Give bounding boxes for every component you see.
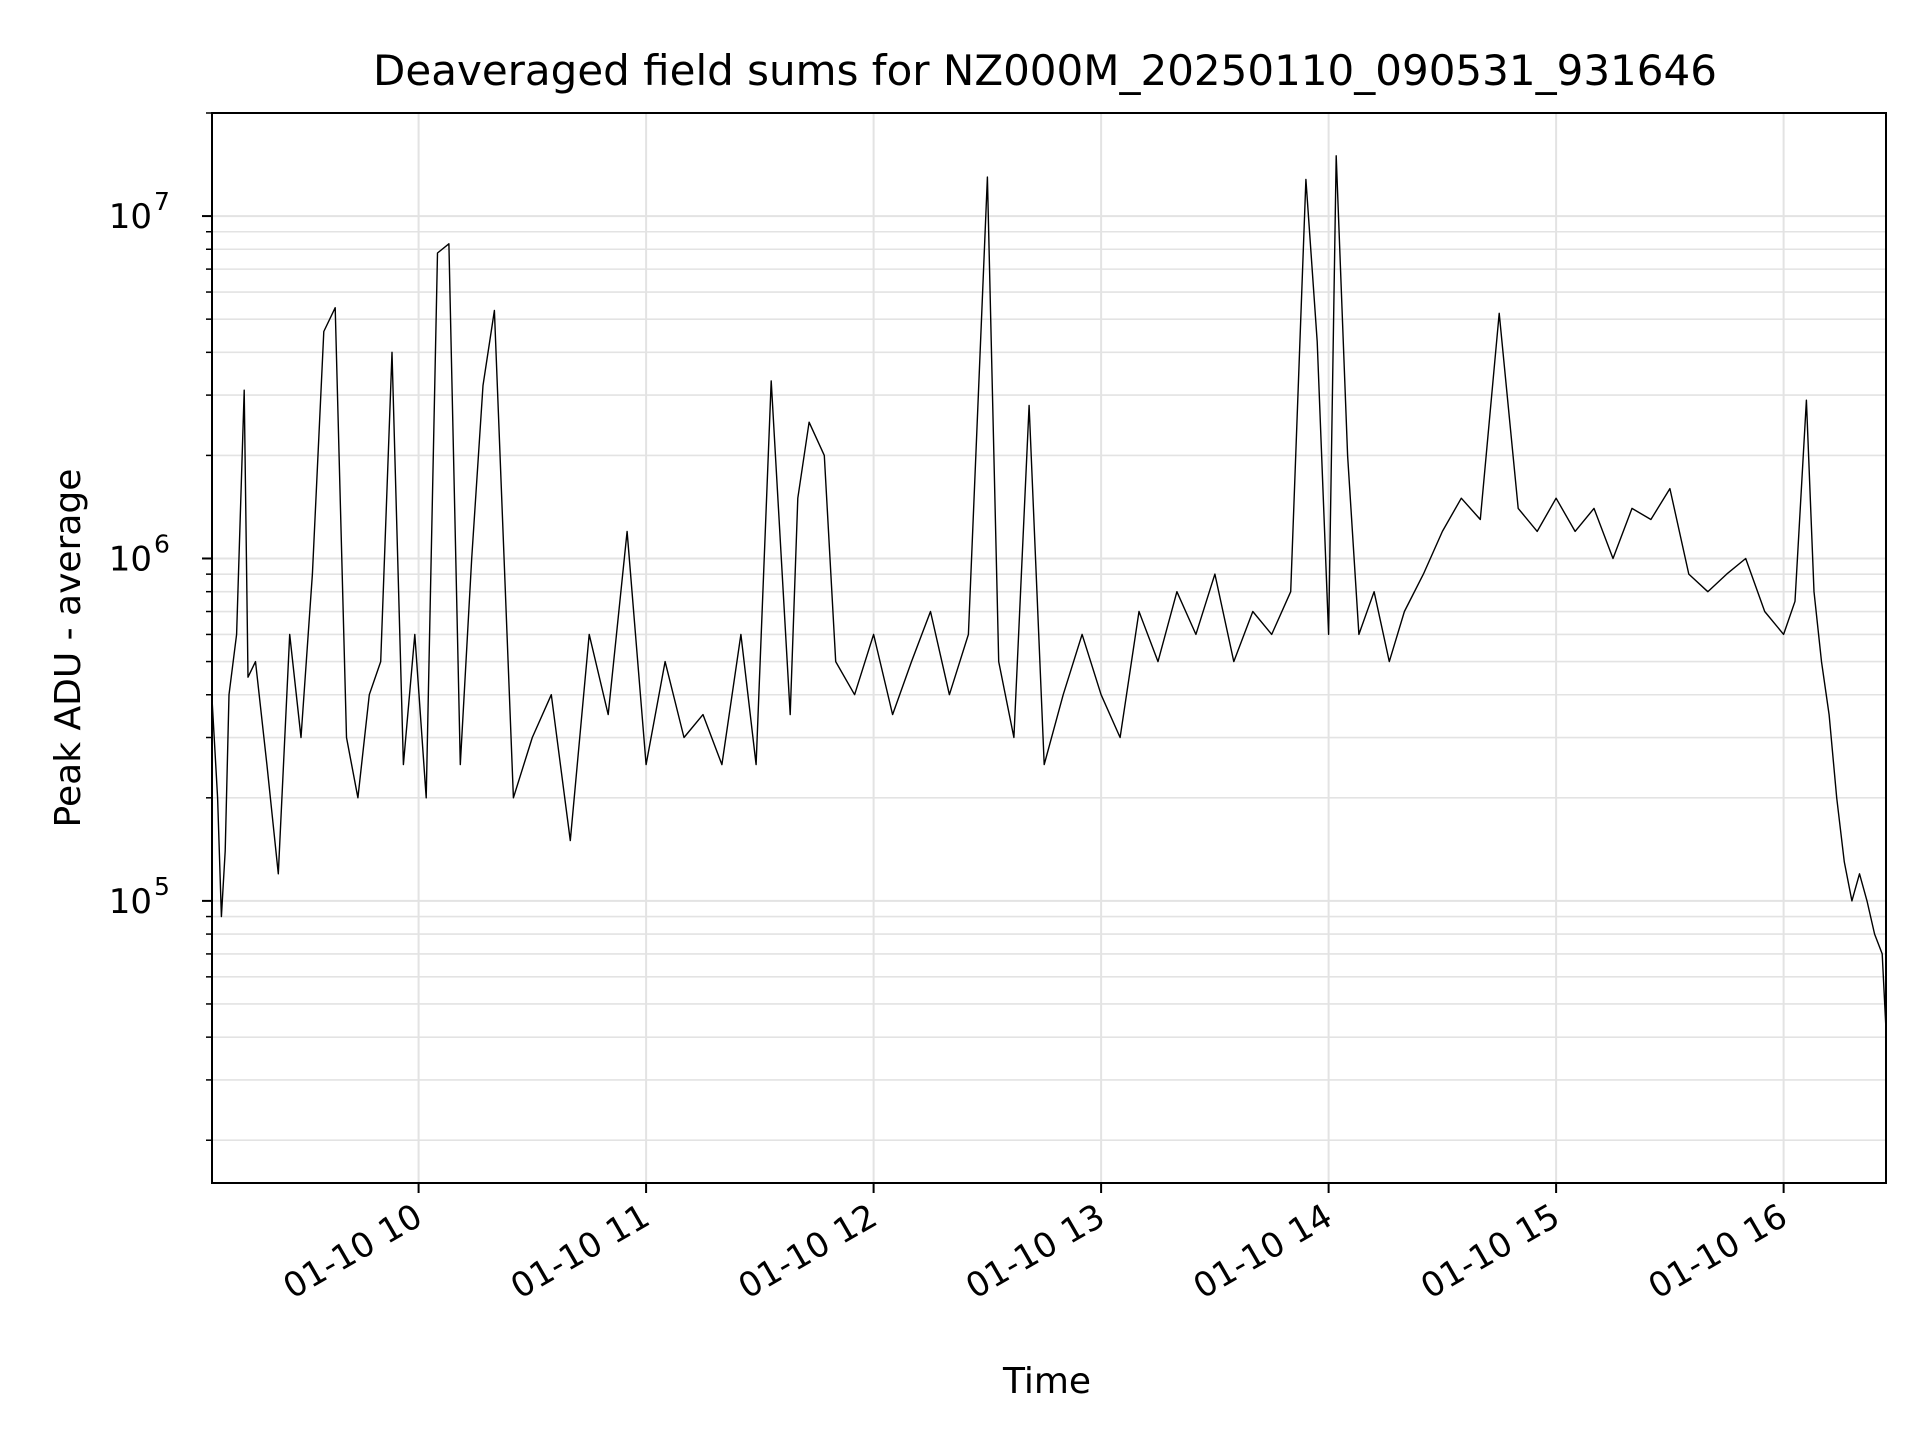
x-axis-label: Time	[1002, 1361, 1091, 1402]
y-tick-label: 10	[109, 882, 152, 922]
x-tick-label: 01-10 14	[1187, 1196, 1339, 1307]
x-tick-label: 01-10 12	[732, 1196, 884, 1307]
x-axis-ticks: 01-10 10 01-10 11 01-10 12 01-10 13 01-10 14…	[277, 1183, 1794, 1307]
series-layer	[211, 155, 1887, 1030]
x-tick-label: 01-10 13	[959, 1196, 1111, 1307]
x-tick-label: 01-10 11	[504, 1196, 656, 1307]
gridlines	[212, 112, 1886, 1183]
y-tick-label: 10	[109, 197, 152, 237]
x-tick-label: 01-10 15	[1414, 1196, 1566, 1307]
y-tick-exponent: 5	[154, 872, 170, 901]
series-line	[211, 155, 1887, 1030]
y-tick-exponent: 6	[154, 529, 170, 558]
y-tick-label: 10	[109, 539, 152, 579]
chart-title: Deaveraged field sums for NZ000M_2025011…	[373, 46, 1717, 95]
x-tick-label: 01-10 16	[1642, 1196, 1794, 1307]
y-tick-exponent: 7	[154, 187, 170, 216]
plot-frame	[211, 112, 1887, 1184]
y-axis-label: Peak ADU - average	[48, 469, 89, 828]
x-tick-label: 01-10 10	[277, 1196, 429, 1307]
